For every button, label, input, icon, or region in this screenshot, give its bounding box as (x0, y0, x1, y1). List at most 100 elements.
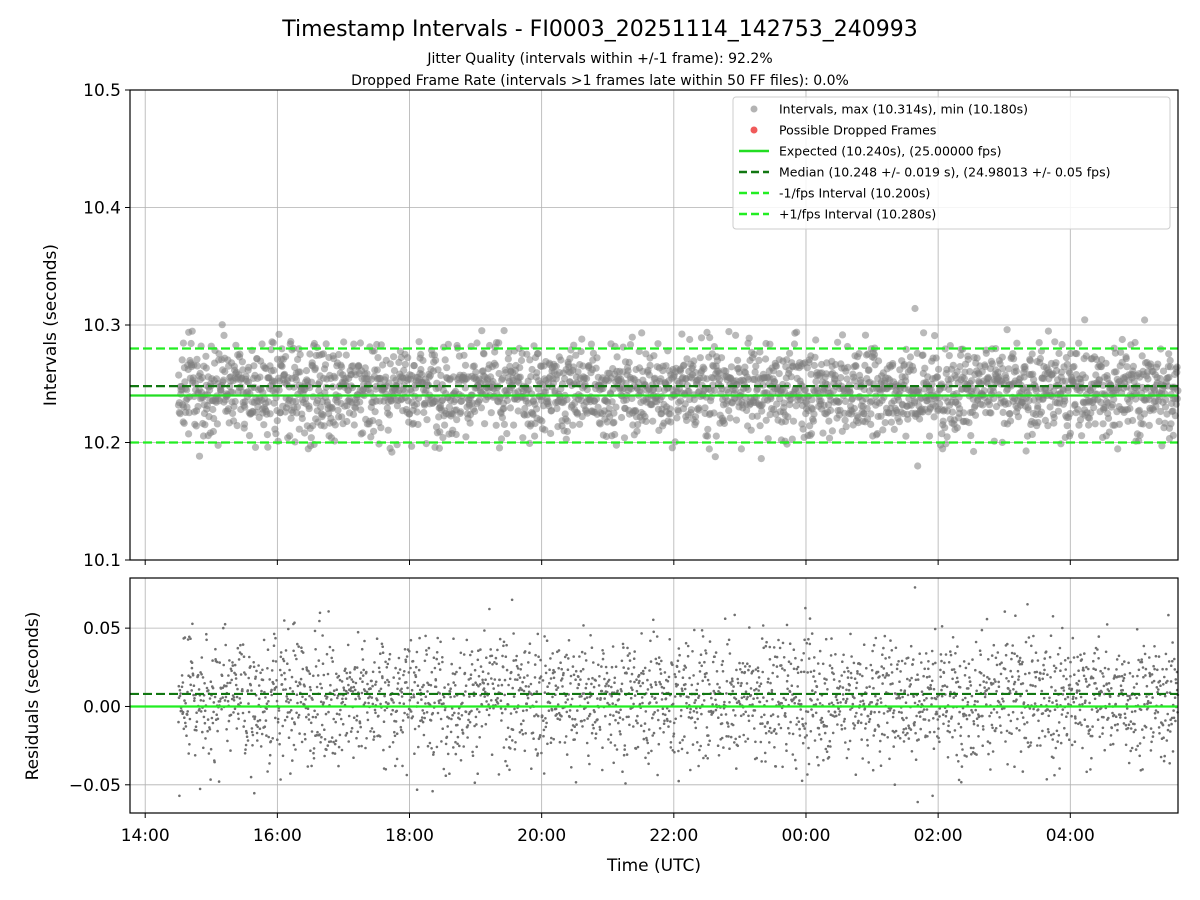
data-point (772, 663, 775, 667)
data-point (1122, 355, 1130, 363)
data-point (407, 671, 411, 674)
data-point (882, 646, 885, 650)
data-point (949, 361, 957, 369)
data-point (426, 744, 430, 748)
data-point (707, 743, 710, 746)
data-point (946, 756, 950, 759)
data-point (897, 660, 900, 663)
data-point (684, 666, 688, 669)
data-point (841, 693, 845, 696)
data-point (541, 426, 549, 434)
data-point (673, 414, 681, 422)
data-point (975, 753, 978, 756)
data-point (521, 709, 525, 713)
data-point (703, 432, 712, 440)
data-point (271, 737, 275, 740)
data-point (614, 718, 617, 722)
data-point (566, 355, 574, 363)
data-point (222, 626, 225, 630)
data-point (425, 649, 428, 652)
data-point (592, 395, 601, 403)
data-point (434, 366, 442, 374)
data-point (890, 649, 894, 652)
data-point (1073, 350, 1081, 358)
data-point (941, 424, 949, 432)
data-point (377, 666, 381, 670)
data-point (281, 724, 285, 728)
data-point (811, 714, 815, 718)
data-point (914, 731, 917, 735)
data-point (657, 656, 661, 659)
data-point (771, 698, 774, 701)
data-point (755, 687, 758, 691)
data-point (381, 676, 384, 680)
data-point (466, 724, 470, 727)
data-point (917, 738, 920, 741)
data-point (634, 719, 638, 722)
data-point (744, 710, 747, 714)
data-point (292, 743, 296, 747)
data-point (683, 416, 691, 424)
data-point (948, 694, 952, 698)
data-point (731, 386, 739, 394)
data-point (232, 696, 236, 699)
data-point (504, 759, 507, 763)
data-point (628, 333, 636, 341)
data-point (190, 689, 193, 692)
data-point (898, 736, 902, 740)
data-point (737, 445, 746, 453)
data-point (752, 697, 755, 700)
legend-plus-fps-label: +1/fps Interval (10.280s) (779, 207, 936, 222)
data-point (453, 711, 456, 715)
data-point (906, 693, 910, 697)
data-point (413, 752, 416, 755)
data-point (667, 709, 671, 713)
data-point (538, 417, 546, 425)
data-point (206, 729, 209, 733)
data-point (634, 421, 642, 429)
data-point (244, 673, 247, 676)
data-point (241, 403, 249, 411)
data-point (693, 701, 696, 704)
data-point (891, 715, 895, 719)
data-point (563, 417, 572, 425)
data-point (439, 434, 447, 442)
data-point (960, 765, 964, 768)
data-point (902, 432, 910, 440)
data-point (552, 737, 555, 741)
data-point (542, 734, 545, 738)
data-point (452, 746, 455, 749)
data-point (401, 719, 405, 722)
data-point (275, 679, 278, 682)
data-point (912, 695, 915, 698)
data-point (349, 362, 357, 370)
data-point (862, 702, 866, 706)
data-point (942, 722, 945, 726)
data-point (757, 689, 760, 692)
residuals-panel: 14:00 16:00 18:00 20:00 22:00 00:00 02:00 04:00… (23, 577, 1180, 846)
data-point (496, 648, 499, 652)
data-point (671, 438, 679, 446)
data-point (338, 413, 346, 421)
data-point (274, 437, 282, 445)
data-point (250, 727, 254, 730)
data-point (940, 659, 943, 663)
data-point (195, 720, 199, 723)
data-point (521, 680, 524, 684)
data-point (316, 674, 320, 677)
data-point (395, 732, 399, 735)
data-point (298, 414, 306, 423)
data-point (862, 643, 866, 646)
data-point (194, 402, 202, 411)
data-point (403, 648, 407, 651)
data-point (654, 340, 662, 348)
data-point (643, 666, 647, 670)
data-point (216, 717, 220, 721)
data-point (725, 407, 733, 415)
data-point (764, 731, 768, 735)
data-point (291, 690, 295, 693)
data-point (525, 708, 528, 712)
data-point (574, 368, 582, 376)
data-point (705, 726, 709, 729)
data-point (313, 629, 317, 633)
